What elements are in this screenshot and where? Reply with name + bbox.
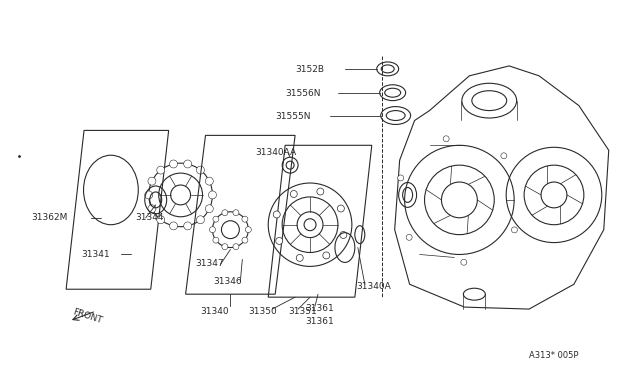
Circle shape [323,252,330,259]
Circle shape [196,166,204,174]
Circle shape [276,237,283,244]
Circle shape [157,216,164,224]
Circle shape [406,234,412,240]
Text: 31350: 31350 [248,307,277,316]
Text: 31340A: 31340A [356,282,390,291]
Circle shape [233,244,239,250]
Text: 31340: 31340 [200,307,229,316]
Circle shape [213,237,219,243]
Circle shape [205,205,213,213]
Text: 31347: 31347 [196,259,224,269]
Text: 31346: 31346 [214,277,242,286]
Circle shape [209,227,216,232]
Text: A313* 005P: A313* 005P [529,351,579,360]
Text: 31556N: 31556N [285,89,321,98]
Circle shape [170,160,177,168]
Circle shape [233,210,239,216]
Circle shape [291,190,297,198]
Circle shape [148,177,156,185]
Circle shape [213,216,219,222]
Text: 31361: 31361 [305,304,334,313]
Text: 3152B: 3152B [295,65,324,74]
Text: 31351: 31351 [288,307,317,316]
Circle shape [337,205,344,212]
Circle shape [196,216,204,224]
Text: FRONT: FRONT [71,307,103,325]
Text: 31344: 31344 [135,213,163,222]
Circle shape [242,216,248,222]
Circle shape [443,136,449,142]
Text: 31340AA: 31340AA [255,148,296,157]
Text: 31362M: 31362M [31,213,68,222]
Text: 31361: 31361 [305,317,334,326]
Circle shape [222,244,228,250]
Circle shape [397,175,404,181]
Circle shape [209,191,216,199]
Circle shape [184,222,192,230]
Circle shape [145,191,153,199]
Circle shape [157,166,164,174]
Circle shape [222,210,228,216]
Circle shape [273,211,280,218]
Circle shape [242,237,248,243]
Circle shape [511,227,517,233]
Text: 31341: 31341 [81,250,109,259]
Circle shape [205,177,213,185]
Circle shape [501,153,507,159]
Circle shape [148,205,156,213]
Circle shape [184,160,192,168]
Circle shape [340,231,347,238]
Circle shape [296,254,303,262]
Circle shape [245,227,252,232]
Circle shape [170,222,177,230]
Circle shape [461,259,467,265]
Circle shape [317,188,324,195]
Text: 31555N: 31555N [275,112,310,121]
